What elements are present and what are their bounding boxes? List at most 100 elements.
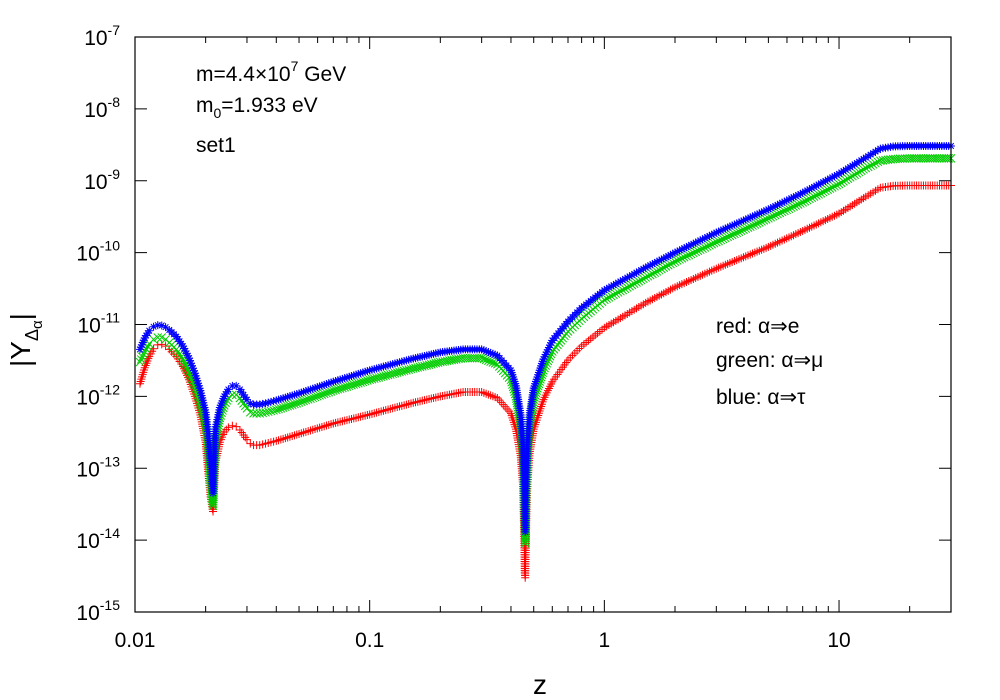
data-point [491,350,500,359]
data-point [187,361,196,370]
data-point [609,290,618,300]
data-point [675,281,684,290]
data-point [381,406,390,415]
data-point [762,206,771,215]
data-point [488,349,497,358]
plot-frame [134,36,952,613]
data-point [768,240,777,249]
set-label: set1 [196,134,236,157]
data-point [632,268,641,277]
data-point [753,210,762,219]
data-point [789,231,798,240]
data-point [637,266,646,275]
data-point [536,404,545,413]
data-point [333,418,342,427]
data-point [743,223,753,232]
data-point [786,203,796,213]
data-point [189,366,198,375]
data-point [655,256,664,265]
data-point [208,497,218,506]
data-point [329,377,338,386]
data-point [232,381,241,390]
data-point [429,393,438,402]
data-point [409,398,418,407]
data-point [707,239,717,249]
data-point [279,434,288,443]
data-point [689,239,698,248]
data-point [215,403,224,412]
data-point [507,368,516,377]
data-point [710,229,719,238]
data-point [345,415,354,424]
data-point [643,262,652,271]
data-point [537,402,546,411]
legend-entry-red: red: α⇒e [716,315,799,338]
data-point [416,353,425,362]
data-point [754,218,764,227]
data-point [768,203,777,212]
y-tick-label: 10-15 [76,597,120,625]
data-point [349,414,358,423]
data-point [397,357,406,366]
data-point [791,230,800,239]
data-point [217,399,226,408]
data-point [384,405,393,414]
data-point [657,264,666,274]
data-point [755,209,764,218]
data-point [315,391,324,400]
data-point [609,281,618,290]
data-point [266,406,276,416]
x-tick-label: 1 [599,629,611,652]
data-point [855,157,864,166]
data-point [856,166,866,176]
data-point [529,384,538,393]
data-point [757,217,766,226]
mass-exponent: 7 [291,58,299,74]
data-point [602,284,611,293]
data-point [636,275,646,285]
data-point [800,187,809,196]
data-point [782,234,791,243]
data-point [586,334,595,343]
data-point [178,342,187,351]
data-point [871,158,880,168]
data-point [354,369,363,378]
data-point [912,153,921,163]
data-point [796,228,805,237]
y-tick-label: 10-9 [84,166,120,194]
data-point [759,207,768,216]
data-point [211,425,220,434]
data-point [937,153,947,163]
data-point [416,397,425,406]
data-point [196,389,205,398]
data-point [531,379,540,388]
data-point [143,341,153,351]
data-point [214,408,223,417]
data-point [744,214,753,223]
data-point [811,191,821,200]
data-point [509,375,518,384]
data-point [311,425,320,434]
data-point [172,332,181,341]
data-point [684,250,694,260]
data-point [839,167,848,176]
data-point [397,401,406,410]
data-point [354,413,363,422]
data-point [584,336,593,345]
data-point [850,160,859,169]
data-point [384,361,393,370]
data-point [839,177,848,186]
data-point [301,395,311,405]
data-point [616,277,625,286]
data-point [477,353,486,363]
data-point [224,385,233,394]
data-point [425,395,434,404]
data-point [137,352,147,362]
data-point [374,408,383,416]
data-point [363,411,372,420]
data-point [317,422,326,431]
data-point [532,375,541,384]
data-point [295,429,304,438]
data-point [542,348,551,357]
data-point [771,202,780,211]
